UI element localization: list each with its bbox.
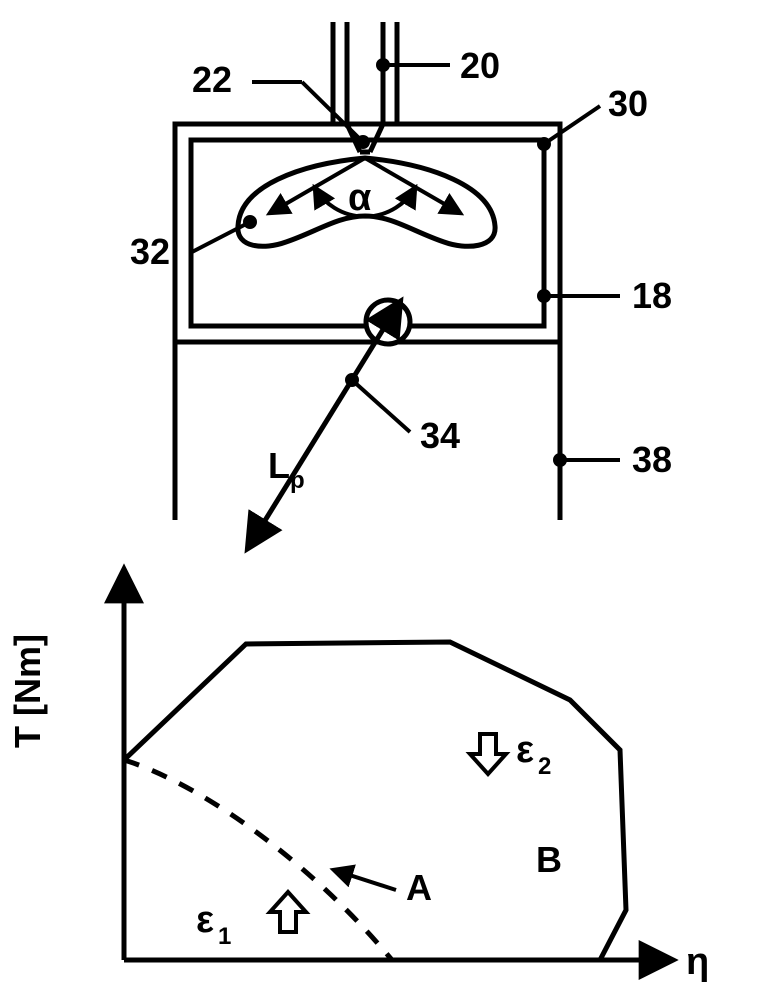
y-axis-label: T [Nm] [7, 634, 48, 748]
torque-chart: T [Nm] η A B ε 1 ε 2 [7, 570, 709, 983]
a-pointer [334, 870, 396, 890]
eps1-sub: 1 [218, 923, 231, 950]
x-axis-label: η [686, 941, 709, 983]
label-20: 20 [460, 45, 500, 86]
lp-group [248, 300, 410, 548]
label-22: 22 [192, 59, 232, 100]
lp-label-p: p [290, 467, 305, 494]
label-30: 30 [608, 83, 648, 124]
alpha-label: α [348, 177, 371, 219]
leaders [192, 60, 620, 465]
eps1-arrow-icon [270, 892, 306, 932]
label-34: 34 [420, 415, 460, 456]
cylinder-walls [175, 342, 560, 520]
injector [333, 22, 397, 152]
engine-section: α L p [130, 22, 672, 548]
eps1-group: ε 1 [196, 892, 306, 950]
region-boundary [124, 760, 392, 960]
head-inner [191, 140, 544, 326]
region-b-label: B [536, 839, 562, 880]
eps2-sub: 2 [538, 753, 551, 780]
eps2-eps: ε [516, 729, 534, 771]
label-32: 32 [130, 231, 170, 272]
eps1-eps: ε [196, 899, 214, 941]
eps2-arrow-icon [470, 734, 506, 774]
diagram-canvas: α L p [0, 0, 771, 1000]
region-a-label: A [406, 867, 432, 908]
eps2-group: ε 2 [470, 729, 551, 780]
label-38: 38 [632, 439, 672, 480]
label-18: 18 [632, 275, 672, 316]
lp-label-L: L [268, 445, 290, 486]
